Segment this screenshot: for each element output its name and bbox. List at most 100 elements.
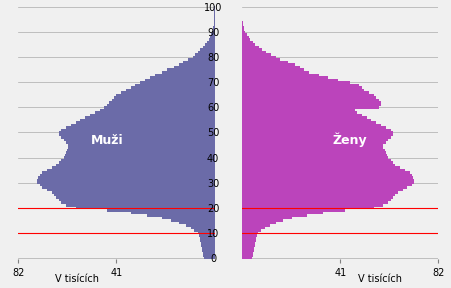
Bar — [241, 249, 253, 252]
Bar — [200, 242, 214, 244]
Bar — [241, 176, 412, 179]
Bar — [59, 131, 214, 134]
Bar — [40, 184, 214, 186]
Bar — [241, 247, 253, 249]
Bar — [241, 26, 243, 28]
Bar — [241, 73, 318, 76]
Bar — [241, 221, 275, 224]
Bar — [80, 119, 214, 121]
Bar — [66, 126, 214, 129]
Bar — [241, 232, 258, 234]
Bar — [241, 116, 366, 119]
Bar — [241, 94, 373, 96]
Bar — [241, 141, 385, 144]
Text: Ženy: Ženy — [332, 133, 366, 147]
Bar — [241, 56, 275, 58]
Bar — [61, 129, 214, 131]
Bar — [75, 206, 214, 209]
Bar — [241, 89, 364, 91]
Bar — [37, 181, 214, 184]
Bar — [40, 174, 214, 176]
Bar — [209, 36, 214, 38]
Bar — [241, 31, 245, 33]
Bar — [56, 164, 214, 166]
Bar — [171, 219, 214, 221]
Bar — [241, 192, 397, 194]
Bar — [241, 181, 414, 184]
Bar — [241, 196, 392, 199]
Bar — [241, 41, 252, 43]
Bar — [241, 159, 390, 161]
Bar — [241, 43, 255, 46]
Bar — [202, 252, 214, 254]
Bar — [90, 114, 214, 116]
Bar — [207, 41, 214, 43]
Bar — [208, 38, 214, 41]
Bar — [241, 171, 409, 174]
Bar — [51, 166, 214, 169]
Bar — [241, 119, 371, 121]
Bar — [194, 229, 214, 232]
Bar — [61, 159, 214, 161]
Bar — [68, 146, 214, 149]
Bar — [212, 31, 214, 33]
Bar — [241, 23, 243, 26]
Bar — [241, 194, 395, 196]
Bar — [212, 28, 214, 31]
Bar — [241, 184, 411, 186]
Bar — [68, 144, 214, 146]
Bar — [47, 189, 214, 192]
Bar — [121, 91, 214, 94]
Bar — [202, 46, 214, 48]
Bar — [201, 247, 214, 249]
Bar — [61, 136, 214, 139]
Bar — [241, 121, 375, 124]
Bar — [241, 252, 253, 254]
Bar — [241, 58, 280, 61]
Bar — [56, 196, 214, 199]
Bar — [241, 161, 392, 164]
Bar — [161, 71, 214, 73]
Bar — [241, 211, 323, 214]
Bar — [161, 217, 214, 219]
Bar — [106, 104, 214, 106]
Bar — [241, 166, 399, 169]
Bar — [147, 214, 214, 217]
Bar — [61, 202, 214, 204]
Bar — [188, 58, 214, 61]
Bar — [166, 69, 214, 71]
Bar — [241, 214, 306, 217]
Bar — [64, 156, 214, 159]
X-axis label: V tisících: V tisících — [357, 274, 400, 285]
Bar — [241, 81, 349, 84]
Bar — [130, 86, 214, 89]
Bar — [213, 21, 214, 23]
Bar — [149, 76, 214, 79]
Bar — [125, 89, 214, 91]
Bar — [241, 71, 308, 73]
Bar — [47, 169, 214, 171]
Bar — [241, 227, 264, 229]
Bar — [241, 36, 248, 38]
Bar — [85, 116, 214, 119]
Bar — [201, 244, 214, 247]
Bar — [241, 98, 378, 101]
Bar — [193, 56, 214, 58]
Bar — [116, 94, 214, 96]
Bar — [241, 169, 404, 171]
Bar — [241, 134, 392, 136]
Text: Muži: Muži — [90, 134, 123, 147]
Bar — [95, 111, 214, 114]
Bar — [71, 124, 214, 126]
Bar — [241, 199, 390, 202]
Bar — [37, 179, 214, 181]
Bar — [64, 154, 214, 156]
Bar — [241, 179, 414, 181]
X-axis label: V tisících: V tisících — [55, 274, 99, 285]
Bar — [241, 174, 411, 176]
Bar — [241, 186, 406, 189]
Bar — [241, 136, 390, 139]
Bar — [178, 221, 214, 224]
Bar — [109, 101, 214, 104]
Bar — [183, 61, 214, 63]
